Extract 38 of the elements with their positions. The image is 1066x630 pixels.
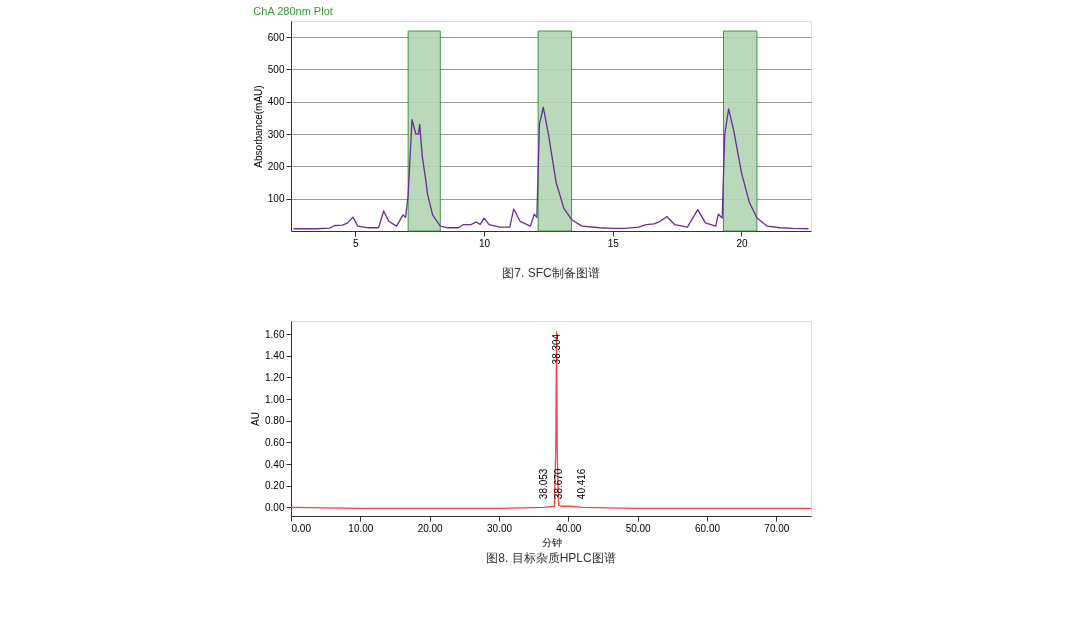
x-tick-label: 30.00 [486,522,513,534]
x-axis-title: 分钟 [541,536,562,548]
y-tick-label: 1.40 [265,350,285,362]
y-tick-label: 200 [267,160,285,172]
x-tick-label: 10.00 [348,522,374,534]
line-series [291,331,811,510]
annotation: 38.053 [537,468,549,500]
y-tick-label: 1.20 [265,371,285,383]
y-tick-label: 1.60 [265,328,285,340]
annotation: 38.304 [550,333,562,365]
chart-title: ChA 280nm Plot [253,5,333,17]
x-tick-label: 20.00 [417,522,444,534]
y-tick-label: 300 [267,128,285,140]
y-tick-label: 600 [267,31,285,43]
x-tick-label: 40.00 [556,522,582,534]
y-axis-title: AU [250,412,262,426]
y-tick-label: 400 [267,96,285,108]
x-tick-label: 15 [607,237,620,249]
x-tick-label: 70.00 [764,522,790,534]
y-tick-label: 0.20 [265,480,285,492]
y-tick-label: 100 [267,193,285,205]
y-tick-label: 0.80 [265,415,285,427]
y-axis-title: Absorbance(mAU) [252,85,264,168]
x-tick-label: 0.00 [291,522,312,534]
caption: 图7. SFC制备图谱 [502,266,600,280]
x-tick-label: 10 [479,237,491,249]
x-tick-label: 20 [736,237,748,249]
y-tick-label: 0.60 [265,436,285,448]
x-tick-label: 50.00 [625,522,652,534]
caption: 图8. 目标杂质HPLC图谱 [486,551,616,565]
x-tick-label: 60.00 [694,522,721,534]
x-tick-label: 5 [353,237,360,249]
y-tick-label: 1.00 [265,393,285,405]
annotation: 40.416 [576,468,588,500]
y-tick-label: 500 [267,63,285,75]
y-tick-label: 0.40 [265,458,285,470]
y-tick-label: 0.00 [265,501,285,513]
annotation: 38.670 [553,468,565,500]
